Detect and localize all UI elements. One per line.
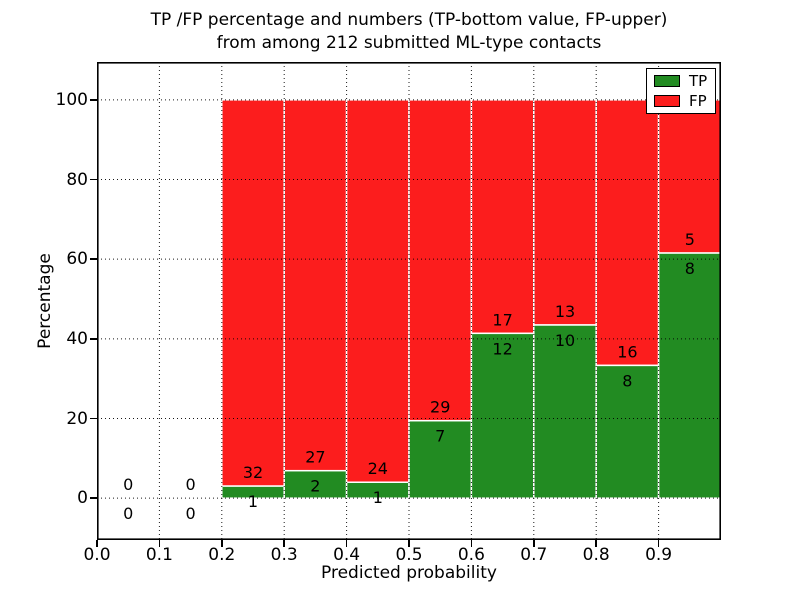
y-tick-label: 100 <box>55 89 88 110</box>
bars-layer <box>221 99 722 499</box>
x-tick-mark <box>595 540 597 547</box>
y-tick-label: 80 <box>66 169 88 190</box>
bar-tp <box>657 252 722 499</box>
plot-area: 0 0 0 0 32 1 27 2 24 1 29 7 17 12 13 10 16 8 5 8 <box>97 62 722 540</box>
bar-fp <box>533 99 597 326</box>
annotation-tp-count: 1 <box>373 488 383 507</box>
bar-tp <box>595 364 660 499</box>
x-tick-label: 0.6 <box>457 545 485 565</box>
bar-tp <box>283 469 348 499</box>
annotation-fp-count: 27 <box>305 448 325 467</box>
bar-tp <box>470 332 535 499</box>
x-tick-label: 0.7 <box>520 545 548 565</box>
x-tick-mark <box>221 540 223 547</box>
bar-fp <box>221 99 285 487</box>
annotation-fp-count: 0 <box>123 475 133 494</box>
annotation-tp-count: 12 <box>492 339 512 358</box>
x-tick-mark <box>345 540 348 547</box>
bar-fp <box>657 99 722 254</box>
annotation-fp-count: 24 <box>368 459 388 478</box>
x-tick-mark <box>96 540 98 547</box>
annotation-tp-count: 2 <box>310 477 320 496</box>
annotation-tp-count: 10 <box>555 331 575 350</box>
legend-entry-fp: FP <box>654 92 708 110</box>
x-tick-mark <box>408 540 410 547</box>
x-tick-label: 0.9 <box>645 545 673 565</box>
y-tick-mark <box>90 178 97 181</box>
y-tick-mark <box>90 338 97 340</box>
annotation-tp-count: 0 <box>186 504 196 523</box>
plot-canvas: 0 0 0 0 32 1 27 2 24 1 29 7 17 12 13 10 16 8 5 8 <box>97 62 722 540</box>
legend-label: TP <box>689 72 708 90</box>
annotation-tp-count: 8 <box>622 371 632 390</box>
x-tick-mark <box>470 540 473 547</box>
legend-swatch-fp <box>654 95 680 107</box>
x-tick-label: 0.8 <box>582 545 610 565</box>
axes-spines <box>97 62 722 540</box>
x-axis-label: Predicted probability <box>321 563 497 583</box>
annotation-fp-count: 0 <box>186 475 196 494</box>
annotation-tp-count: 1 <box>248 492 258 511</box>
legend-label: FP <box>689 92 707 110</box>
legend-swatch-tp <box>654 75 680 87</box>
y-tick-label: 40 <box>66 328 88 349</box>
chart-title-line-1: TP /FP percentage and numbers (TP-bottom… <box>150 10 668 30</box>
x-tick-label: 0.1 <box>145 545 173 565</box>
annotation-tp-count: 8 <box>685 259 695 278</box>
annotation-fp-count: 13 <box>555 302 575 321</box>
x-tick-label: 0.3 <box>270 545 298 565</box>
bar-fp <box>283 99 348 472</box>
annotation-fp-count: 16 <box>617 342 637 361</box>
bar-fp <box>595 99 660 367</box>
y-tick-mark <box>90 417 97 420</box>
chart-title: TP /FP percentage and numbers (TP-bottom… <box>97 9 721 55</box>
legend-entry-tp: TP <box>654 72 708 90</box>
bar-fp <box>345 99 410 483</box>
y-tick-mark <box>90 258 97 260</box>
x-tick-mark <box>158 540 161 547</box>
annotation-fp-count: 5 <box>685 230 695 249</box>
chart-title-line-2: from among 212 submitted ML-type contact… <box>216 33 602 53</box>
y-tick-label: 60 <box>66 249 88 270</box>
annotation-fp-count: 32 <box>243 463 263 482</box>
y-tick-label: 0 <box>77 488 88 509</box>
x-tick-mark <box>533 540 535 547</box>
y-tick-mark <box>90 99 97 101</box>
x-tick-label: 0.0 <box>83 545 111 565</box>
annotation-tp-count: 0 <box>123 504 133 523</box>
annotation-fp-count: 29 <box>430 398 450 417</box>
bar-tp <box>533 324 597 499</box>
annotation-tp-count: 7 <box>435 427 445 446</box>
x-tick-mark <box>283 540 285 547</box>
x-tick-mark <box>657 540 660 547</box>
bar-fp <box>408 99 473 422</box>
y-tick-label: 20 <box>66 408 88 429</box>
y-tick-mark <box>90 497 97 499</box>
x-tick-label: 0.4 <box>333 545 361 565</box>
annotation-fp-count: 17 <box>492 310 512 329</box>
grid-layer <box>97 62 721 540</box>
bar-tp <box>408 419 473 499</box>
legend: TP FP <box>646 68 716 114</box>
x-tick-label: 0.5 <box>395 545 423 565</box>
x-tick-label: 0.2 <box>208 545 236 565</box>
annotations-layer: 0 0 0 0 32 1 27 2 24 1 29 7 17 12 13 10 16 8 5 8 <box>123 230 695 523</box>
bar-fp <box>470 99 535 335</box>
